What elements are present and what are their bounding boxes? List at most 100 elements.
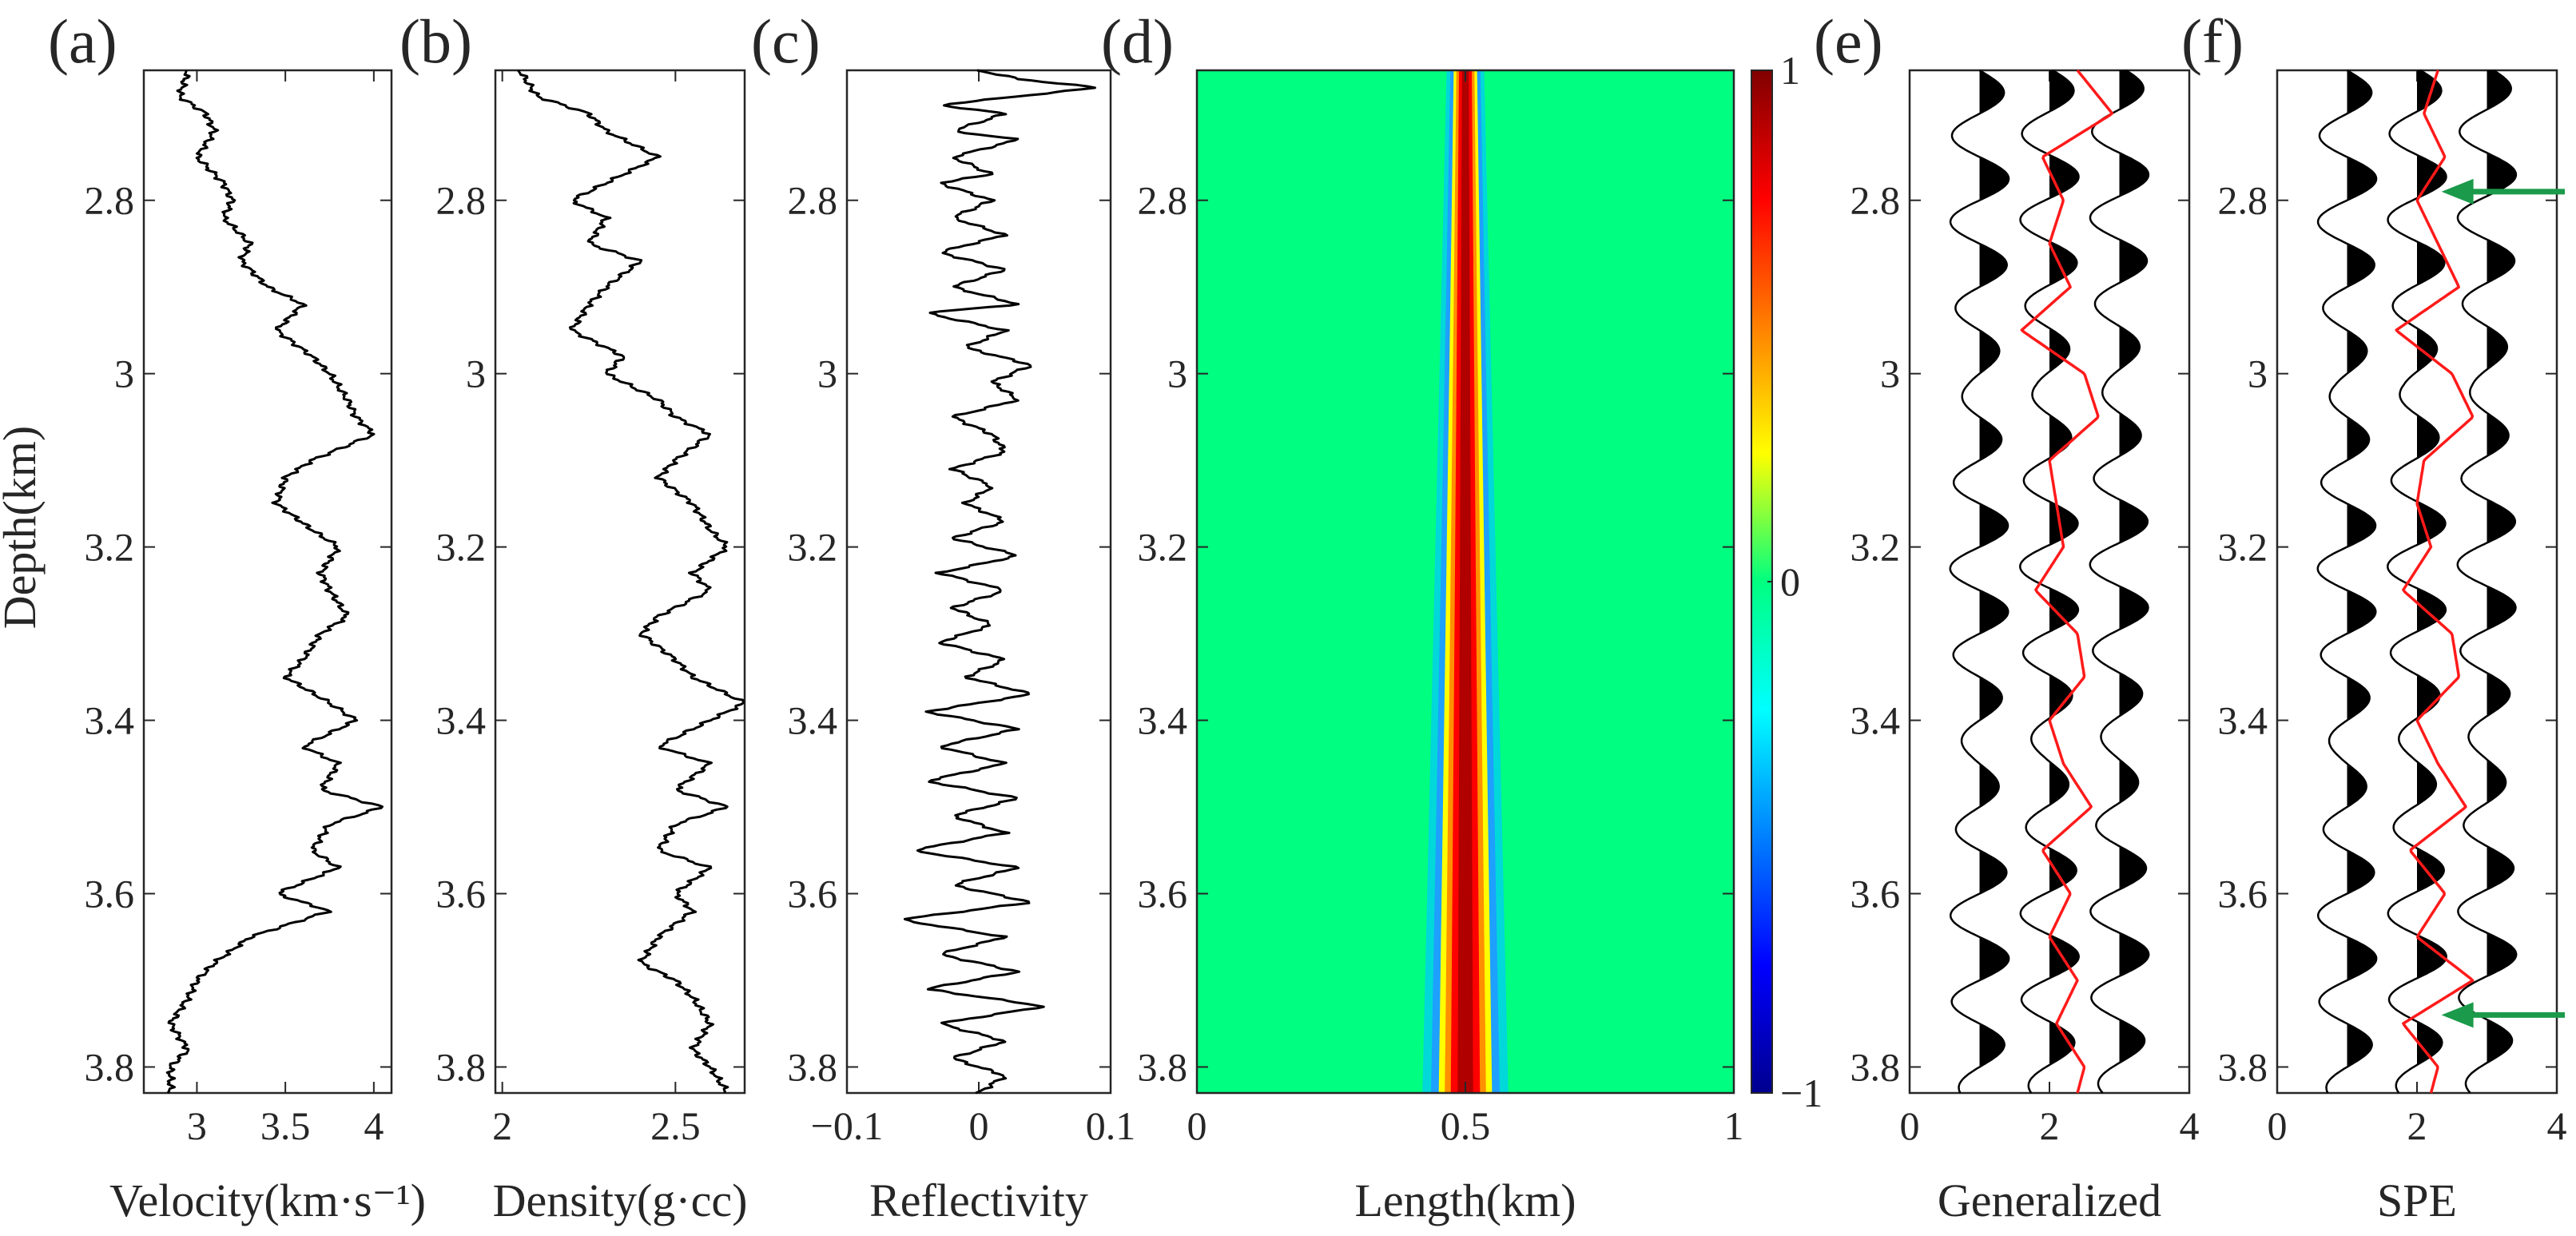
wiggle-fill <box>2119 499 2148 542</box>
y-tick-label: 3.2 <box>1138 525 1188 570</box>
colorbar-tick-label: 0 <box>1780 559 1800 604</box>
wiggle-fill <box>2347 244 2375 287</box>
wiggle-fill <box>2347 71 2372 113</box>
panel-f: 2.8 3 3.2 3.4 3.6 3.80 2 4 SPE (f) <box>2181 6 2567 1226</box>
wiggle-fill <box>2417 849 2444 891</box>
wiggle-fill <box>2487 239 2514 283</box>
y-tick-label: 3.4 <box>436 698 487 743</box>
wiggle-fill <box>2417 502 2446 545</box>
panel-label: (b) <box>400 6 472 76</box>
x-tick-label: 0.5 <box>1441 1103 1491 1148</box>
wiggle-fill <box>2347 937 2377 980</box>
wiggle-fill <box>1979 504 2008 546</box>
heatmap-band-5 <box>1457 70 1473 1093</box>
y-tick-label: 3.6 <box>1138 872 1188 916</box>
x-tick-label: 3 <box>187 1103 207 1148</box>
y-tick-label: 3.4 <box>788 698 838 743</box>
x-axis-label: Length(km) <box>1354 1174 1576 1226</box>
density-curve <box>517 70 745 1094</box>
panel-a: 2.8 3 3.2 3.4 3.6 3.8 3 3.5 4 Velocity(km·s⁻¹) (a) <box>48 6 426 1226</box>
wiggle-fill <box>2119 933 2149 976</box>
x-tick-label: 3.5 <box>260 1103 311 1148</box>
wiggle-fill <box>2417 241 2445 284</box>
y-tick-label: 3 <box>466 352 486 396</box>
panel-label: (c) <box>751 6 821 76</box>
wiggle-fill <box>2347 677 2370 721</box>
axes-box <box>845 69 1112 1095</box>
wiggle-fill <box>1979 590 2009 633</box>
red-curve <box>2020 69 2114 1094</box>
wiggle-trace <box>2019 69 2080 1094</box>
x-tick-label: 2 <box>2040 1103 2060 1148</box>
x-tick-label: −0.1 <box>811 1103 884 1148</box>
wiggle-trace <box>1949 69 2010 1094</box>
x-tick-label: 4 <box>364 1103 384 1148</box>
y-tick-label: 3.4 <box>1138 698 1188 743</box>
wiggle-trace <box>2456 69 2518 1094</box>
wiggle-fill <box>2049 849 2077 891</box>
y-tick-label: 3.8 <box>1138 1044 1188 1089</box>
x-axis-label: SPE <box>2377 1174 2457 1226</box>
x-tick-label: 0 <box>1187 1103 1207 1148</box>
wiggle-fill <box>1979 330 2000 373</box>
x-tick-label: 0 <box>969 1103 989 1148</box>
wiggle-trace <box>2089 69 2150 1094</box>
wiggle-fill <box>1979 157 2009 201</box>
wiggle-fill <box>2417 415 2439 458</box>
y-tick-label: 3.4 <box>2218 698 2268 743</box>
y-tick-label: 3.4 <box>85 698 135 743</box>
panel-b: 2.8 3 3.2 3.4 3.6 3.82 2.5 Density(g·cc) (b) <box>400 6 747 1226</box>
wiggle-fill <box>2347 590 2376 633</box>
wiggle-fill <box>1979 937 2010 980</box>
arrow-head <box>2441 178 2474 205</box>
panel-c: 2.8 3 3.2 3.4 3.6 3.8 −0.1 0 0.1 Reflectivity (c) <box>751 6 1135 1226</box>
wiggle-fill <box>2487 499 2515 542</box>
y-tick-label: 3.8 <box>788 1044 838 1089</box>
y-tick-label: 3 <box>1880 352 1900 396</box>
y-tick-label: 3.2 <box>2218 525 2268 570</box>
x-tick-label: 2.5 <box>650 1103 701 1148</box>
colorbar-tick-label: 1 <box>1780 48 1800 93</box>
arrow-head <box>2441 1002 2474 1028</box>
panel-label: (a) <box>48 6 117 76</box>
wiggle-fill <box>2417 588 2446 631</box>
x-tick-label: 2 <box>2407 1103 2427 1148</box>
colorbar <box>1751 70 1773 1094</box>
wiggle-fill <box>2417 328 2437 372</box>
x-axis-label: Velocity(km·s⁻¹) <box>109 1174 426 1226</box>
wiggle-fill <box>2119 239 2147 283</box>
y-tick-label: 3 <box>817 352 837 396</box>
wiggle-trace <box>2316 69 2378 1094</box>
x-tick-label: 1 <box>1724 1103 1744 1148</box>
wiggle-fill <box>2119 586 2149 630</box>
y-tick-label: 3.8 <box>1851 1044 1901 1089</box>
y-tick-label: 3.2 <box>436 525 487 570</box>
y-tick-label: 3.6 <box>436 872 487 916</box>
x-axis-label: Generalized <box>1938 1174 2161 1226</box>
panel-d: 1 0 −1 2.8 3 3.2 3.4 3.6 3.8 0 0.5 1 Length(km) (d) <box>1101 6 1823 1226</box>
y-tick-label: 3.8 <box>2218 1044 2268 1089</box>
wiggle-fill <box>2347 504 2375 546</box>
wiggle-fill <box>2487 586 2516 630</box>
wiggle-fill <box>2347 157 2376 201</box>
x-tick-label: 4 <box>2547 1103 2567 1148</box>
y-tick-label: 3 <box>2248 352 2268 396</box>
wiggle-fill <box>1979 765 1999 807</box>
y-tick-label: 2.8 <box>1851 178 1901 223</box>
wiggle-fill <box>2347 765 2367 807</box>
y-tick-label: 3.2 <box>85 525 135 570</box>
wiggle-fill <box>2049 328 2069 372</box>
y-tick-label: 2.8 <box>85 178 135 223</box>
wiggle-fill <box>1979 244 2007 287</box>
panel-label: (e) <box>1814 6 1883 76</box>
y-tick-label: 3.8 <box>85 1044 135 1089</box>
wiggle-fill <box>2417 935 2447 979</box>
x-tick-label: 0 <box>1900 1103 1920 1148</box>
y-tick-label: 2.8 <box>2218 178 2268 223</box>
wiggle-fill <box>2347 418 2370 460</box>
y-tick-label: 3.2 <box>788 525 838 570</box>
wiggle-fill <box>2347 851 2375 893</box>
y-tick-label: 3.6 <box>85 872 135 916</box>
wiggle-fill <box>2487 70 2511 109</box>
